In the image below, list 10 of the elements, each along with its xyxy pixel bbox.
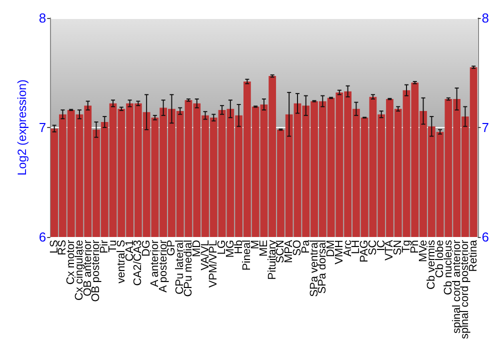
y-tick-label: 8 xyxy=(38,10,46,26)
y2-tick-label: 8 xyxy=(482,10,490,26)
x-tick-label: Tg xyxy=(400,240,412,253)
x-tick-label: OB posterior xyxy=(90,240,102,302)
y-tick-label: 7 xyxy=(38,120,46,135)
x-tick-label: A posterior xyxy=(157,240,170,293)
y-tick-label: 6 xyxy=(38,229,46,244)
y-axis-title: Log2 (expression) xyxy=(15,79,29,176)
y2-tick-label: 7 xyxy=(482,120,490,135)
y2-tick-label: 6 xyxy=(482,229,490,244)
